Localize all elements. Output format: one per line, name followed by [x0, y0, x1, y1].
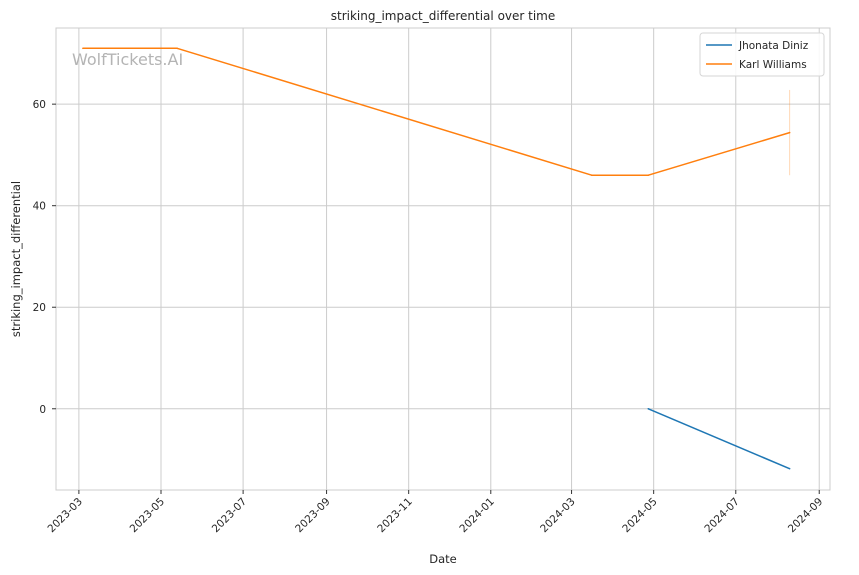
y-axis-label: striking_impact_differential	[9, 181, 23, 337]
legend-label-karl-williams: Karl Williams	[739, 59, 807, 71]
legend: Jhonata Diniz Karl Williams	[699, 32, 825, 77]
data-point-jhonata-diniz	[647, 407, 650, 410]
data-point-karl-williams	[176, 47, 178, 50]
watermark: WolfTickets.AI	[72, 50, 183, 69]
grid	[56, 28, 830, 490]
data-point-karl-williams	[647, 174, 650, 177]
data-point-jhonata-diniz	[788, 467, 791, 470]
legend-box	[699, 32, 825, 77]
y-axis-ticks: 0 20 40 60	[33, 99, 56, 416]
plot-area	[55, 27, 831, 491]
chart-title: striking_impact_differential over time	[331, 9, 556, 23]
data-point-karl-williams	[788, 131, 791, 134]
x-axis-label: Date	[429, 552, 457, 566]
y-tick-label: 0	[39, 404, 46, 416]
y-tick-label: 20	[33, 302, 46, 314]
legend-label-jhonata-diniz: Jhonata Diniz	[738, 40, 809, 52]
y-tick-label: 40	[33, 201, 46, 213]
y-tick-label: 60	[33, 99, 46, 111]
data-point-karl-williams	[590, 174, 593, 177]
series-layer	[82, 47, 791, 470]
data-point-karl-williams	[82, 47, 84, 50]
series-line-jhonata-diniz	[648, 408, 790, 470]
